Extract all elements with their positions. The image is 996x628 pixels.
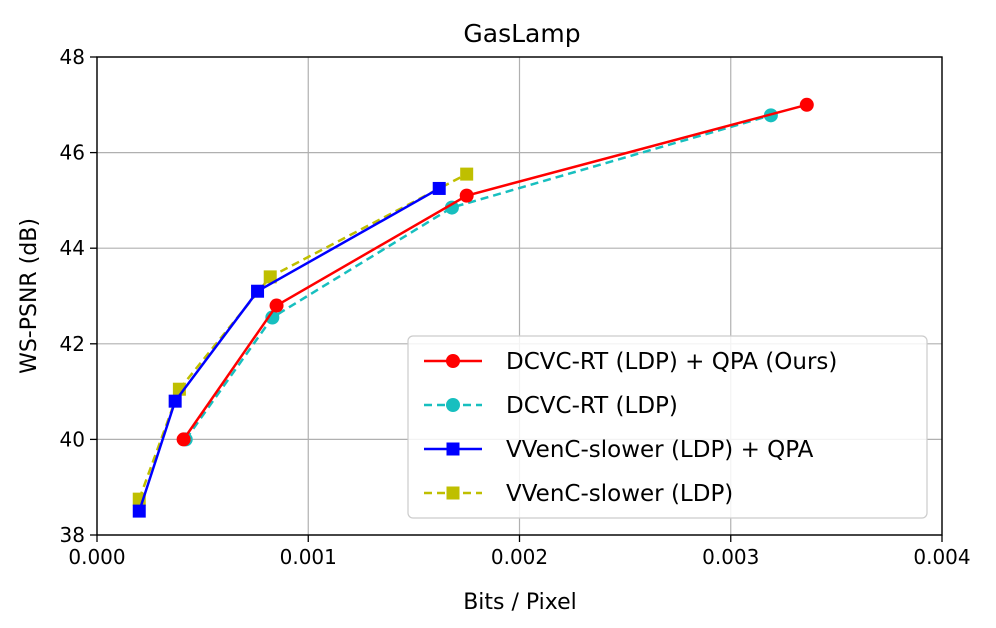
- legend: DCVC-RT (LDP) + QPA (Ours) DCVC-RT (LDP) V…: [407, 335, 928, 519]
- data-point: [168, 394, 182, 408]
- data-point: [251, 284, 265, 298]
- legend-marker: [446, 354, 460, 368]
- series-line: [182, 103, 808, 441]
- legend-label: DCVC-RT (LDP) + QPA (Ours): [506, 349, 837, 375]
- y-axis-label: WS-PSNR (dB): [17, 218, 42, 374]
- data-point: [176, 432, 191, 447]
- data-point: [265, 310, 280, 325]
- x-tick-label: 0.002: [491, 545, 548, 569]
- series-group: [132, 181, 446, 518]
- legend-marker: [446, 398, 460, 412]
- series-line: [184, 114, 772, 441]
- data-point: [432, 181, 446, 195]
- data-point: [263, 270, 277, 284]
- legend-item: VVenC-slower (LDP) + QPA: [424, 437, 814, 463]
- y-tick-label: 46: [60, 141, 85, 165]
- x-tick-label: 0.004: [913, 545, 970, 569]
- data-point: [459, 188, 474, 203]
- x-tick-label: 0.000: [68, 545, 125, 569]
- legend-label: VVenC-slower (LDP): [506, 481, 733, 507]
- data-point: [132, 504, 146, 518]
- legend-label: VVenC-slower (LDP) + QPA: [506, 437, 814, 463]
- legend-item: VVenC-slower (LDP): [424, 481, 733, 507]
- legend-label: DCVC-RT (LDP): [506, 393, 678, 419]
- y-tick-label: 38: [60, 523, 85, 547]
- chart-title: GasLamp: [463, 19, 580, 48]
- legend-item: DCVC-RT (LDP): [424, 393, 678, 419]
- data-point: [269, 298, 284, 313]
- legend-marker: [446, 442, 460, 456]
- legend-item: DCVC-RT (LDP) + QPA (Ours): [424, 349, 837, 375]
- x-axis-label: Bits / Pixel: [463, 590, 577, 615]
- axis-ticks: 0.000 0.001 0.002 0.003 0.004 38 40 42 44 46 48: [60, 45, 971, 569]
- series-group: [176, 97, 814, 447]
- y-tick-label: 48: [60, 45, 85, 69]
- data-point: [444, 200, 459, 215]
- data-point: [460, 167, 474, 181]
- legend-marker: [446, 486, 460, 500]
- y-tick-label: 42: [60, 332, 85, 356]
- data-point: [799, 97, 814, 112]
- x-tick-label: 0.001: [280, 545, 337, 569]
- legend-box: [407, 335, 928, 519]
- y-tick-label: 40: [60, 427, 85, 451]
- y-tick-label: 44: [60, 236, 85, 260]
- plot-series: [132, 97, 814, 518]
- x-tick-label: 0.003: [702, 545, 759, 569]
- series-line: [138, 187, 440, 512]
